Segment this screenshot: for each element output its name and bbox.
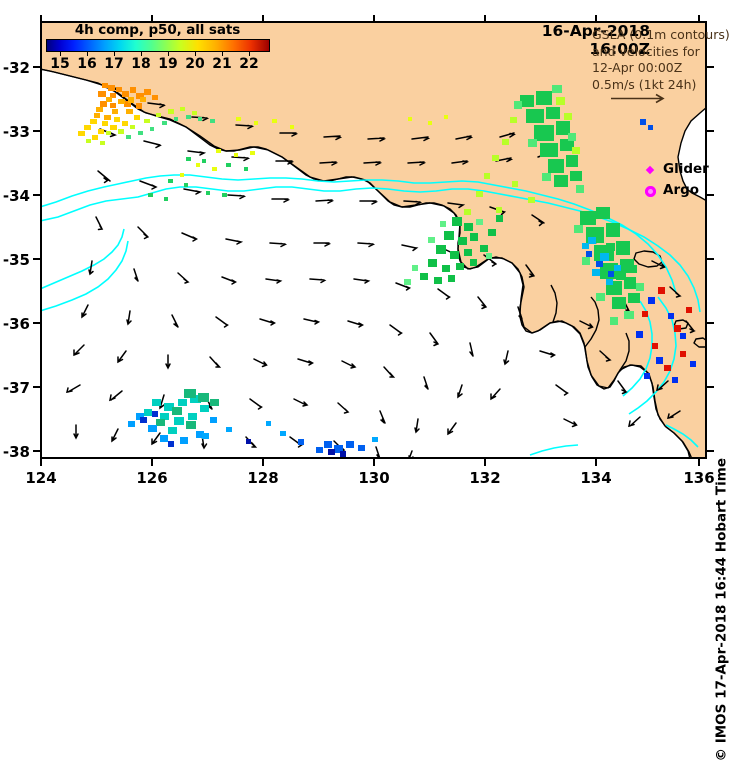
x-axis-label: 136 [683,469,715,487]
y-tick [33,130,40,132]
x-axis-label: 126 [136,469,168,487]
marker-legend: Glider Argo [645,160,715,202]
map-plot-area[interactable] [40,21,707,459]
x-tick-top [698,15,700,21]
y-tick [33,386,40,388]
colorbar[interactable]: 4h comp, p50, all sats 15 16 17 18 19 20… [40,21,275,73]
gsla-line-3: 12-Apr 00:00Z [592,60,683,75]
x-tick [40,459,42,466]
colorbar-tick [249,52,250,56]
y-axis-label: -38 [2,443,30,461]
velocity-scale-arrow-icon [611,93,665,104]
y-tick [33,450,40,452]
y-tick-right [707,194,714,196]
gsla-line-4: 0.5m/s (1kt 24h) [592,76,697,92]
y-axis-label: -37 [2,379,30,397]
y-tick-right [707,386,714,388]
y-axis-label: -32 [2,59,30,77]
x-tick [484,459,486,466]
gsla-line-2: and velocities for [592,43,700,59]
x-tick-top [40,15,42,21]
colorbar-tick-label: 19 [158,56,178,72]
colorbar-title: 4h comp, p50, all sats [74,22,241,38]
map-canvas [40,21,707,459]
y-axis-label: -33 [2,123,30,141]
colorbar-tick-label: 22 [239,56,259,72]
y-axis-label: -35 [2,251,30,269]
gsla-line-1: GSLA (0.1m contours) [592,27,730,42]
x-tick [698,459,700,466]
x-tick-top [595,15,597,21]
colorbar-tick-label: 18 [131,56,151,72]
colorbar-tick [195,52,196,56]
colorbar-tick [168,52,169,56]
colorbar-tick [87,52,88,56]
y-tick [33,258,40,260]
y-tick-right [707,130,714,132]
credit-string: © IMOS 17-Apr-2018 16:44 Hobart Time [713,458,729,761]
colorbar-tick-label: 17 [104,56,124,72]
y-tick [33,194,40,196]
x-axis-label: 130 [358,469,390,487]
sst-pixels [78,83,696,457]
colorbar-gradient [46,39,270,52]
glider-label: Glider [663,161,709,177]
colorbar-tick [60,52,61,56]
date-text: 16-Apr-2018 [541,22,650,40]
colorbar-tick-label: 15 [50,56,70,72]
y-tick-right [707,450,714,452]
colorbar-tick [114,52,115,56]
y-tick-right [707,66,714,68]
glider-marker-icon [645,165,655,175]
x-axis-label: 128 [247,469,279,487]
colorbar-tick [141,52,142,56]
colorbar-tick-label: 20 [185,56,205,72]
legend-row-argo: Argo [645,181,715,202]
y-tick-right [707,322,714,324]
colorbar-tick [222,52,223,56]
y-tick-right [707,258,714,260]
x-tick-top [151,15,153,21]
x-axis-label: 124 [25,469,57,487]
y-tick [33,66,40,68]
x-tick-top [373,15,375,21]
datetime-stamp: 16-Apr-2018 16:00Z [470,22,650,58]
argo-marker-icon [645,186,656,197]
colorbar-tick-label: 16 [77,56,97,72]
x-axis-label: 134 [580,469,612,487]
x-tick [262,459,264,466]
x-tick [373,459,375,466]
x-tick-top [484,15,486,21]
y-tick [33,322,40,324]
x-tick [595,459,597,466]
colorbar-tick-label: 21 [212,56,232,72]
y-axis-label: -36 [2,315,30,333]
argo-label: Argo [663,182,700,198]
legend-row-glider: Glider [645,160,715,181]
credit-text: © IMOS 17-Apr-2018 16:44 Hobart Time [713,0,747,761]
x-axis-label: 132 [469,469,501,487]
time-text: 16:00Z [589,40,650,58]
x-tick [151,459,153,466]
x-tick-top [262,15,264,21]
gsla-annotation: GSLA (0.1m contours) and velocities for … [592,27,749,93]
y-axis-label: -34 [2,187,30,205]
